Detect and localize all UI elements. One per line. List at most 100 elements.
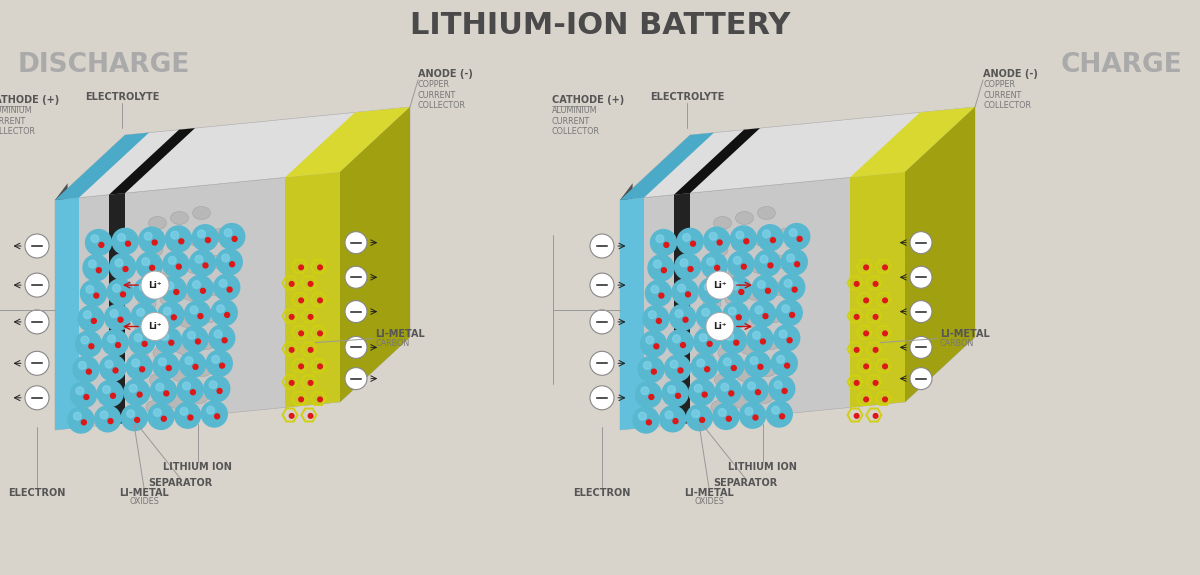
Circle shape — [864, 298, 869, 302]
Circle shape — [124, 267, 128, 271]
Ellipse shape — [190, 390, 208, 404]
Circle shape — [704, 367, 709, 371]
Circle shape — [683, 233, 690, 242]
Ellipse shape — [145, 243, 163, 256]
Circle shape — [649, 394, 654, 400]
Circle shape — [142, 312, 169, 340]
Circle shape — [760, 255, 768, 263]
Circle shape — [175, 402, 200, 428]
Circle shape — [634, 407, 659, 433]
Circle shape — [113, 284, 120, 292]
Circle shape — [654, 344, 659, 349]
Circle shape — [776, 355, 785, 363]
Circle shape — [702, 392, 707, 397]
Circle shape — [648, 255, 674, 281]
Circle shape — [702, 308, 709, 316]
Circle shape — [86, 369, 91, 374]
Circle shape — [215, 330, 222, 338]
Circle shape — [185, 301, 211, 327]
Text: ELECTRON: ELECTRON — [8, 488, 66, 498]
Circle shape — [190, 306, 198, 314]
Circle shape — [792, 287, 797, 292]
Circle shape — [590, 234, 614, 258]
Polygon shape — [620, 172, 905, 430]
Polygon shape — [340, 107, 410, 402]
Circle shape — [739, 290, 744, 294]
Circle shape — [683, 317, 688, 322]
Circle shape — [94, 293, 98, 298]
Ellipse shape — [186, 260, 204, 274]
Circle shape — [113, 368, 118, 373]
Circle shape — [650, 285, 659, 293]
Circle shape — [100, 411, 108, 419]
Ellipse shape — [766, 309, 784, 323]
Circle shape — [139, 283, 148, 291]
Circle shape — [121, 405, 148, 431]
Circle shape — [670, 304, 696, 331]
Circle shape — [107, 279, 133, 305]
Circle shape — [318, 265, 323, 270]
Circle shape — [673, 419, 678, 424]
Circle shape — [150, 266, 155, 270]
Circle shape — [91, 319, 96, 323]
Circle shape — [148, 291, 152, 296]
Ellipse shape — [149, 217, 167, 229]
Circle shape — [641, 387, 649, 394]
Circle shape — [731, 226, 756, 252]
Circle shape — [308, 413, 313, 418]
Circle shape — [73, 356, 98, 382]
Circle shape — [85, 229, 112, 255]
Ellipse shape — [200, 309, 218, 323]
Circle shape — [776, 300, 803, 325]
Circle shape — [650, 229, 677, 255]
Circle shape — [748, 326, 773, 352]
Text: LITHIUM ION: LITHIUM ION — [728, 462, 797, 472]
Circle shape — [97, 381, 124, 407]
Ellipse shape — [170, 212, 188, 224]
Ellipse shape — [714, 217, 732, 229]
Circle shape — [289, 381, 294, 385]
Ellipse shape — [714, 374, 732, 386]
Circle shape — [152, 352, 179, 379]
Circle shape — [676, 393, 680, 398]
Circle shape — [91, 235, 98, 243]
Circle shape — [736, 231, 744, 239]
Circle shape — [910, 301, 932, 323]
Circle shape — [694, 328, 720, 355]
Circle shape — [790, 312, 794, 317]
Circle shape — [217, 305, 224, 313]
Circle shape — [109, 254, 136, 279]
Circle shape — [731, 282, 739, 290]
Circle shape — [752, 415, 758, 420]
Circle shape — [874, 315, 878, 319]
Circle shape — [680, 343, 685, 347]
Circle shape — [790, 229, 797, 236]
Circle shape — [126, 354, 152, 380]
Polygon shape — [55, 107, 410, 200]
Circle shape — [215, 414, 220, 419]
Polygon shape — [620, 183, 632, 430]
Circle shape — [742, 377, 768, 403]
Circle shape — [308, 282, 313, 286]
Ellipse shape — [773, 255, 791, 269]
Circle shape — [25, 310, 49, 334]
Circle shape — [652, 369, 656, 374]
Circle shape — [728, 307, 737, 315]
Polygon shape — [674, 128, 760, 195]
Circle shape — [664, 243, 668, 247]
Circle shape — [98, 243, 104, 247]
Ellipse shape — [172, 369, 190, 381]
Circle shape — [174, 290, 179, 294]
Circle shape — [166, 282, 174, 290]
Circle shape — [779, 330, 787, 338]
Circle shape — [700, 417, 704, 423]
Circle shape — [787, 338, 792, 343]
Circle shape — [172, 315, 176, 320]
Circle shape — [80, 336, 89, 344]
Text: LI-METAL: LI-METAL — [940, 328, 990, 339]
Circle shape — [785, 363, 790, 368]
Circle shape — [654, 260, 661, 268]
Circle shape — [665, 355, 691, 381]
Circle shape — [110, 393, 115, 398]
Circle shape — [76, 387, 84, 394]
